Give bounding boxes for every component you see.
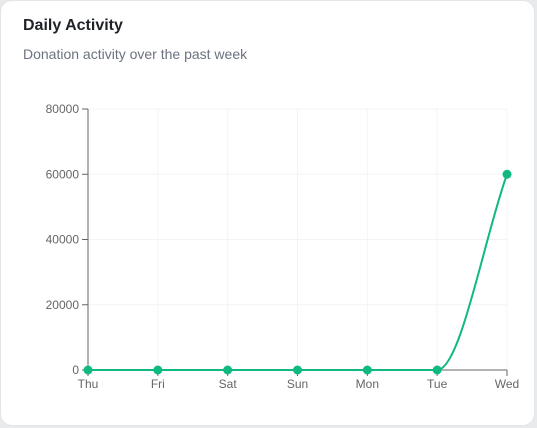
data-point-mon: [362, 365, 372, 375]
x-tick-label-3: Sun: [287, 377, 308, 391]
x-tick-label-2: Sat: [219, 377, 238, 391]
y-tick-label-0: 0: [72, 363, 79, 377]
data-point-thu: [83, 365, 93, 375]
y-tick-label-1: 20000: [46, 298, 80, 312]
data-point-fri: [153, 365, 163, 375]
data-point-tue: [432, 365, 442, 375]
y-tick-label-3: 60000: [46, 167, 80, 181]
x-tick-label-1: Fri: [151, 377, 165, 391]
y-tick-label-4: 80000: [46, 102, 80, 116]
card-subtitle: Donation activity over the past week: [23, 46, 248, 62]
card-title: Daily Activity: [23, 17, 123, 34]
data-point-wed: [502, 169, 512, 179]
data-point-sun: [293, 365, 302, 375]
x-tick-label-5: Tue: [427, 377, 448, 391]
data-point-sat: [223, 365, 233, 375]
x-tick-label-4: Mon: [356, 377, 379, 391]
y-tick-label-2: 40000: [46, 233, 80, 247]
x-tick-label-6: Wed: [495, 377, 519, 391]
x-tick-label-0: Thu: [78, 377, 99, 391]
